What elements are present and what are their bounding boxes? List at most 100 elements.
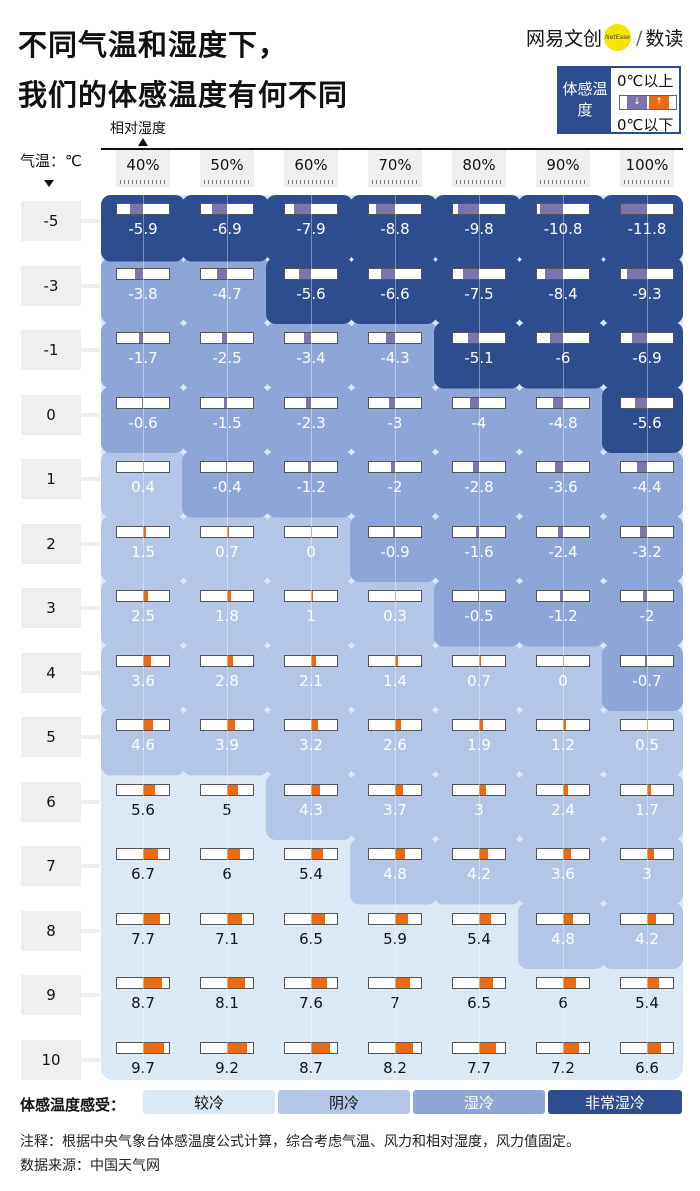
- column-header-ticks: [288, 180, 334, 184]
- value-bar-negative: [303, 333, 311, 343]
- value-bar-positive: [143, 526, 147, 537]
- value-bar-negative: [141, 397, 143, 408]
- value-bar: [116, 977, 170, 989]
- value-bar: [116, 590, 170, 602]
- data-cell: 6: [200, 848, 254, 888]
- value-bar-positive: [311, 978, 328, 988]
- row-label: 1: [21, 459, 100, 499]
- value-bar-negative: [557, 526, 563, 537]
- data-cell: -2: [620, 590, 674, 630]
- value-label: 7.6: [299, 994, 323, 1012]
- data-cell: -8.4: [536, 267, 590, 308]
- value-label: -10.8: [543, 220, 583, 238]
- data-cell: -3.4: [284, 332, 338, 372]
- value-label: -3.4: [296, 349, 326, 367]
- value-bar-positive: [563, 1042, 579, 1053]
- value-label: -9.3: [632, 284, 662, 303]
- data-cell: -5.9: [116, 203, 170, 243]
- data-cell: -5.6: [284, 267, 338, 308]
- value-label: 2.6: [383, 736, 407, 754]
- value-bar-positive: [479, 784, 486, 795]
- data-cell: 1: [284, 590, 338, 630]
- value-bar: [536, 654, 590, 667]
- data-cell: 3: [452, 783, 506, 824]
- value-label: -6: [555, 349, 571, 367]
- data-cell: 1.4: [368, 654, 422, 695]
- value-bar-positive: [227, 913, 243, 924]
- value-bar: [452, 783, 506, 796]
- value-bar-negative: [130, 204, 143, 214]
- value-label: 6.5: [299, 929, 323, 948]
- data-cell: -3.8: [116, 267, 170, 308]
- data-cell: -0.5: [452, 590, 506, 630]
- value-bar-positive: [311, 913, 326, 924]
- data-cell: -0.7: [620, 654, 674, 695]
- row-label: -3: [21, 265, 100, 306]
- value-bar-positive: [479, 1042, 496, 1053]
- data-cell: 8.7: [284, 1041, 338, 1082]
- value-bar: [116, 203, 170, 215]
- data-cell: -7.9: [284, 203, 338, 243]
- value-label: 5.6: [131, 800, 155, 819]
- value-label: -5.1: [464, 349, 494, 367]
- value-bar-positive: [395, 978, 411, 988]
- value-bar: [368, 1041, 422, 1054]
- column-header-ticks: [204, 180, 250, 184]
- value-label: 1.2: [551, 736, 575, 754]
- value-label: 2.5: [131, 607, 155, 625]
- value-bar: [200, 396, 254, 409]
- value-label: -4.4: [632, 478, 662, 496]
- value-bar-negative: [139, 333, 143, 343]
- value-bar-positive: [227, 784, 238, 795]
- value-label: 4.3: [299, 800, 323, 819]
- value-bar-negative: [560, 591, 563, 601]
- footnote: 注释：根据中央气象台体感温度公式计算，综合考虑气温、风力和相对湿度，风力值固定。: [20, 1134, 580, 1150]
- value-label: -2: [387, 478, 403, 496]
- value-bar-positive: [227, 720, 236, 730]
- data-cell: -9.8: [452, 203, 506, 243]
- value-bar-positive: [311, 849, 323, 859]
- value-bar-positive: [143, 849, 158, 859]
- value-bar-positive: [227, 1042, 247, 1053]
- data-cell: 7.7: [452, 1041, 506, 1082]
- value-bar: [284, 912, 338, 925]
- column-header-label: 50%: [210, 156, 244, 174]
- value-label: 5.4: [299, 865, 323, 883]
- value-label: 3.9: [215, 736, 239, 754]
- value-bar-positive: [227, 849, 240, 859]
- value-bar-negative: [223, 397, 227, 408]
- value-bar: [536, 332, 590, 344]
- value-bar: [620, 783, 674, 796]
- data-cell: 1.7: [620, 783, 674, 824]
- data-cell: 0.4: [116, 461, 170, 501]
- data-cell: 2.4: [536, 783, 590, 824]
- data-cell: 7: [368, 977, 422, 1017]
- value-bar-negative: [632, 333, 647, 343]
- feel-legend-label: 体感温度感受：: [20, 1096, 126, 1114]
- column-guide-line: [395, 190, 396, 1080]
- legend-mini-bar: ↓ ↑: [619, 95, 677, 110]
- value-bar-positive: [311, 784, 321, 795]
- value-label: 3: [474, 800, 484, 819]
- data-cell: 1.5: [116, 525, 170, 566]
- value-label: -11.8: [627, 220, 667, 238]
- value-bar: [200, 203, 254, 215]
- column-header-label: 80%: [462, 156, 496, 174]
- value-label: 3.7: [383, 800, 407, 819]
- value-bar: [536, 783, 590, 796]
- value-label: -6.9: [212, 220, 242, 238]
- value-bar: [116, 654, 170, 667]
- column-header: 100%: [620, 150, 674, 187]
- data-cell: 5.4: [620, 977, 674, 1017]
- value-label: 6.5: [467, 994, 491, 1012]
- feel-legend-gloomy-cold: 阴冷: [278, 1090, 410, 1114]
- brand-name: 网易文创: [526, 28, 603, 50]
- value-label: 0: [306, 542, 316, 561]
- value-label: -8.4: [548, 284, 578, 303]
- value-bar-positive: [563, 655, 564, 666]
- legend-above-text: 0℃以上: [617, 72, 674, 90]
- data-cell: 4.6: [116, 719, 170, 759]
- value-bar-positive: [227, 978, 245, 988]
- value-bar-negative: [457, 204, 479, 214]
- value-bar: [452, 461, 506, 473]
